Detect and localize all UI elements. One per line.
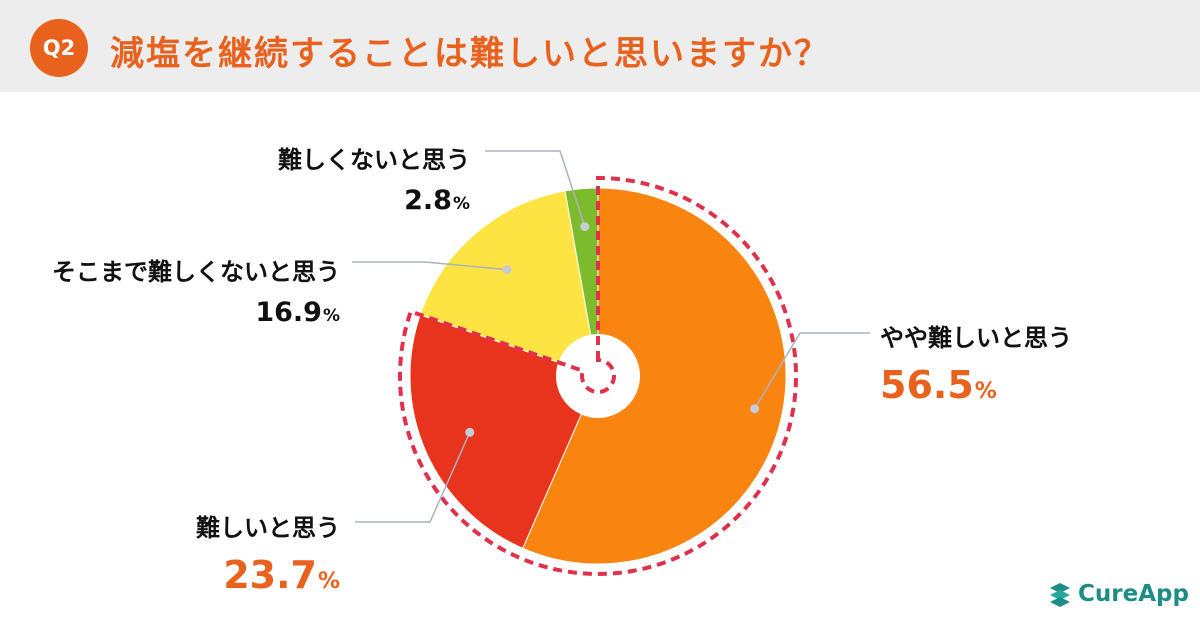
label-percent: 56.5% <box>880 363 997 407</box>
leader-dot <box>580 222 590 232</box>
question-badge: Q2 <box>30 19 88 77</box>
leader-dot <box>750 404 760 414</box>
brand-name: CureApp <box>1078 581 1189 607</box>
pie-slice <box>522 187 787 565</box>
leader-line <box>753 332 870 410</box>
brand-logo: CureApp <box>1046 580 1189 608</box>
label-slice-not-difficult: 難しくないと思う 2.8% <box>240 140 470 216</box>
question-title: 減塩を継続することは難しいと思いますか？ <box>110 34 830 74</box>
header-bar: Q2 減塩を継続することは難しいと思いますか？ <box>0 0 1200 92</box>
pie-slice <box>409 314 599 549</box>
leader-line <box>352 261 508 271</box>
label-name: 難しいと思う <box>196 514 340 542</box>
label-name: やや難しいと思う <box>880 324 1072 352</box>
label-slice-not-so-difficult: そこまで難しくないと思う 16.9% <box>30 252 340 328</box>
label-slice-difficult: 難しいと思う 23.7% <box>140 508 340 597</box>
leader-line <box>485 150 586 227</box>
leader-dot <box>502 265 512 275</box>
label-percent: 2.8% <box>404 185 470 216</box>
label-slice-somewhat-difficult: やや難しいと思う 56.5% <box>880 318 1072 407</box>
brand-mark-icon <box>1050 583 1070 607</box>
leader-line <box>355 431 471 523</box>
label-percent: 23.7% <box>223 553 340 597</box>
label-percent: 16.9% <box>255 297 340 328</box>
label-name: そこまで難しくないと思う <box>52 258 340 286</box>
label-name: 難しくないと思う <box>278 146 470 174</box>
highlight-outline <box>398 175 798 576</box>
donut-hole <box>556 334 640 418</box>
leader-dot <box>465 427 475 437</box>
